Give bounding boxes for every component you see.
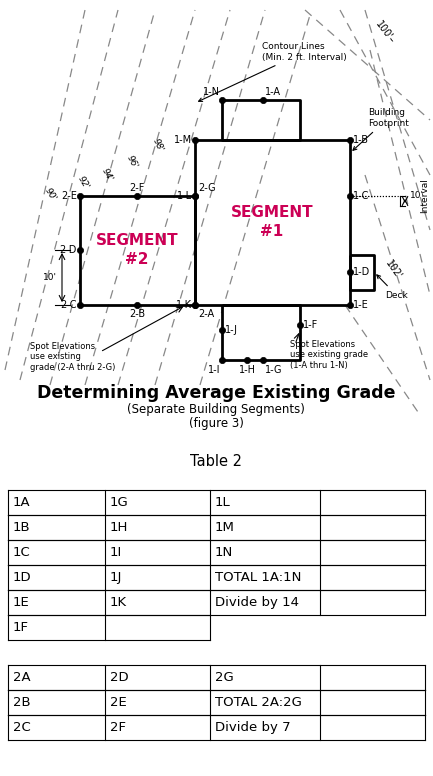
Text: 94': 94' — [100, 167, 114, 183]
Text: 1L: 1L — [215, 496, 231, 509]
Text: 2B: 2B — [13, 696, 31, 709]
Text: Spot Elevations
use existing
grade (2-A thru 2-G): Spot Elevations use existing grade (2-A … — [30, 342, 115, 372]
Text: 102': 102' — [383, 258, 403, 282]
Text: 2E: 2E — [110, 696, 127, 709]
Text: Building
Footprint: Building Footprint — [353, 109, 409, 151]
Text: 90': 90' — [42, 187, 58, 203]
Text: 1E: 1E — [13, 596, 30, 609]
Text: 2G: 2G — [215, 671, 234, 684]
Text: 2-A: 2-A — [198, 309, 214, 319]
Text: 1D: 1D — [13, 571, 32, 584]
Text: 1N: 1N — [215, 546, 233, 559]
Text: 1-B: 1-B — [353, 135, 369, 145]
Text: SEGMENT
#2: SEGMENT #2 — [96, 234, 178, 267]
Text: Spot Elevations
use existing grade
(1-A thru 1-N): Spot Elevations use existing grade (1-A … — [290, 340, 368, 370]
Text: 2D: 2D — [110, 671, 129, 684]
Text: 1-K: 1-K — [176, 300, 192, 310]
Text: TOTAL 1A:1N: TOTAL 1A:1N — [215, 571, 301, 584]
Text: 2-B: 2-B — [129, 309, 145, 319]
Text: 1J: 1J — [110, 571, 123, 584]
Text: 10': 10' — [43, 273, 57, 282]
Text: SEGMENT
#1: SEGMENT #1 — [231, 205, 313, 239]
Text: TOTAL 2A:2G: TOTAL 2A:2G — [215, 696, 302, 709]
Text: Interval: Interval — [420, 178, 429, 213]
Text: 1K: 1K — [110, 596, 127, 609]
Text: (figure 3): (figure 3) — [188, 417, 243, 429]
Text: 1-I: 1-I — [207, 365, 220, 375]
Text: 100'–: 100'– — [373, 19, 397, 45]
Text: 1G: 1G — [110, 496, 129, 509]
Text: 1-E: 1-E — [353, 300, 369, 310]
Text: 2-F: 2-F — [129, 183, 145, 193]
Text: 1C: 1C — [13, 546, 31, 559]
Text: Divide by 14: Divide by 14 — [215, 596, 299, 609]
Text: 2-C: 2-C — [61, 300, 77, 310]
Text: 1M: 1M — [215, 521, 235, 534]
Text: 1-M: 1-M — [174, 135, 192, 145]
Text: Determining Average Existing Grade: Determining Average Existing Grade — [37, 384, 395, 402]
Text: 1-H: 1-H — [239, 365, 255, 375]
Text: 1I: 1I — [110, 546, 122, 559]
Text: 2-E: 2-E — [61, 191, 77, 201]
Text: 1-C: 1-C — [353, 191, 369, 201]
Text: 1-G: 1-G — [265, 365, 282, 375]
Text: 92': 92' — [76, 175, 90, 192]
Text: Contour Lines
(Min. 2 ft. Interval): Contour Lines (Min. 2 ft. Interval) — [199, 43, 347, 102]
Text: (Separate Building Segments): (Separate Building Segments) — [127, 404, 305, 417]
Text: 2-G: 2-G — [198, 183, 216, 193]
Text: 1-D: 1-D — [353, 267, 370, 277]
Text: Deck: Deck — [377, 275, 408, 300]
Text: Table 2: Table 2 — [190, 455, 242, 469]
Text: 1-J: 1-J — [225, 325, 238, 335]
Text: 1H: 1H — [110, 521, 128, 534]
Text: 1A: 1A — [13, 496, 31, 509]
Text: 10': 10' — [410, 192, 424, 200]
Text: 2A: 2A — [13, 671, 31, 684]
Text: Divide by 7: Divide by 7 — [215, 721, 291, 734]
Text: 1F: 1F — [13, 621, 29, 634]
Text: 1-A: 1-A — [265, 87, 281, 97]
Text: 1-N: 1-N — [203, 87, 220, 97]
Text: 2-D: 2-D — [60, 245, 77, 255]
Text: 1B: 1B — [13, 521, 31, 534]
Text: 1-L: 1-L — [177, 191, 192, 201]
Text: 96': 96' — [125, 154, 139, 170]
Text: 1-F: 1-F — [303, 320, 318, 330]
Text: 98': 98' — [151, 137, 165, 153]
Text: 2F: 2F — [110, 721, 126, 734]
Text: 2C: 2C — [13, 721, 31, 734]
